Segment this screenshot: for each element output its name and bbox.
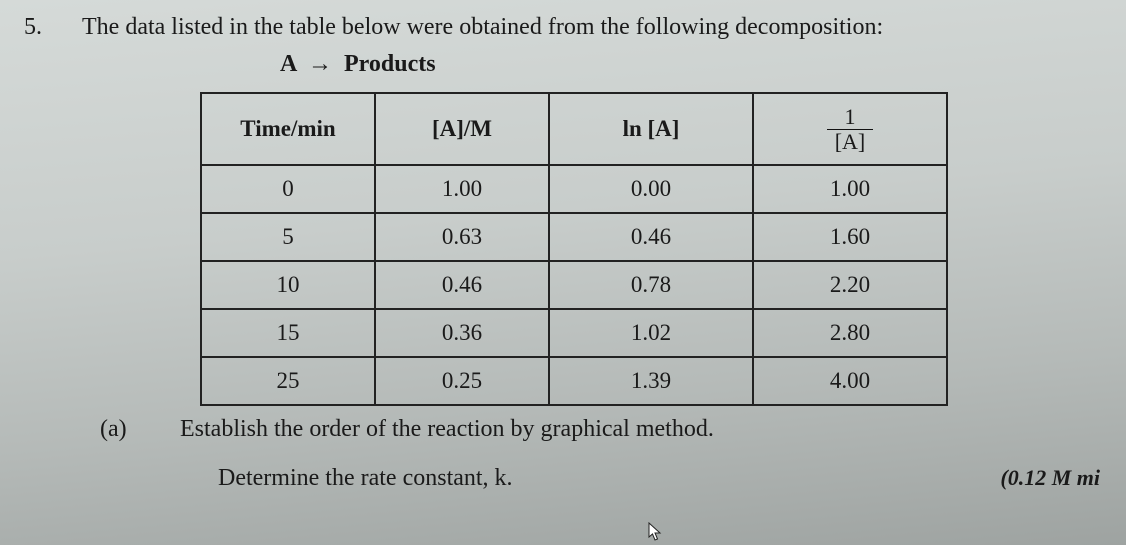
header-concentration: [A]/M (375, 93, 549, 165)
cell-lna: 0.46 (549, 213, 753, 261)
table-row: 15 0.36 1.02 2.80 (201, 309, 947, 357)
question-row: 5. The data listed in the table below we… (20, 14, 1106, 41)
question-text: The data listed in the table below were … (82, 14, 1106, 41)
page-root: 5. The data listed in the table below we… (0, 0, 1126, 492)
fraction-denominator: [A] (827, 130, 874, 153)
cell-a: 0.63 (375, 213, 549, 261)
part-b-text: Determine the rate constant, k. (218, 465, 513, 492)
cursor-icon (648, 522, 664, 545)
cell-lna: 1.39 (549, 357, 753, 405)
fraction-icon: 1 [A] (827, 105, 874, 152)
cell-time: 5 (201, 213, 375, 261)
cell-inva: 1.60 (753, 213, 947, 261)
header-inverse-a: 1 [A] (753, 93, 947, 165)
reaction-equation: A → Products (280, 51, 1106, 78)
answer-hint: (0.12 M mi (1000, 465, 1106, 491)
cell-time: 0 (201, 165, 375, 213)
table-row: 10 0.46 0.78 2.20 (201, 261, 947, 309)
cell-inva: 1.00 (753, 165, 947, 213)
cell-a: 0.25 (375, 357, 549, 405)
fraction-numerator: 1 (827, 105, 874, 129)
part-b-row: Determine the rate constant, k. (0.12 M … (20, 465, 1106, 492)
part-a-text: Establish the order of the reaction by g… (180, 416, 714, 443)
cell-inva: 2.80 (753, 309, 947, 357)
table-header-row: Time/min [A]/M ln [A] 1 [A] (201, 93, 947, 165)
cell-inva: 2.20 (753, 261, 947, 309)
eqn-lhs: A (280, 51, 296, 77)
cell-a: 0.46 (375, 261, 549, 309)
header-time: Time/min (201, 93, 375, 165)
cell-time: 10 (201, 261, 375, 309)
part-a-row: (a) Establish the order of the reaction … (20, 416, 1106, 443)
cell-inva: 4.00 (753, 357, 947, 405)
question-number: 5. (24, 14, 54, 41)
cell-lna: 1.02 (549, 309, 753, 357)
table-row: 5 0.63 0.46 1.60 (201, 213, 947, 261)
cell-time: 25 (201, 357, 375, 405)
table-row: 0 1.00 0.00 1.00 (201, 165, 947, 213)
cell-time: 15 (201, 309, 375, 357)
cell-lna: 0.78 (549, 261, 753, 309)
eqn-arrow: → (308, 51, 332, 77)
eqn-rhs: Products (344, 51, 436, 77)
header-ln-a: ln [A] (549, 93, 753, 165)
table-row: 25 0.25 1.39 4.00 (201, 357, 947, 405)
cell-a: 1.00 (375, 165, 549, 213)
cell-lna: 0.00 (549, 165, 753, 213)
part-a-label: (a) (100, 416, 180, 443)
data-table: Time/min [A]/M ln [A] 1 [A] 0 1.00 0.00 … (200, 92, 948, 406)
cell-a: 0.36 (375, 309, 549, 357)
